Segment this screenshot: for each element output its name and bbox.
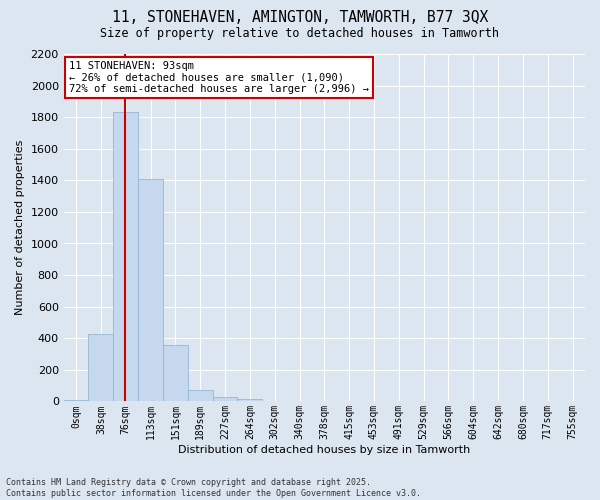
Y-axis label: Number of detached properties: Number of detached properties xyxy=(15,140,25,316)
Bar xyxy=(138,179,163,402)
Text: 11, STONEHAVEN, AMINGTON, TAMWORTH, B77 3QX: 11, STONEHAVEN, AMINGTON, TAMWORTH, B77 … xyxy=(112,10,488,25)
Text: Size of property relative to detached houses in Tamworth: Size of property relative to detached ho… xyxy=(101,28,499,40)
Bar xyxy=(88,334,113,402)
Bar xyxy=(64,400,88,402)
Bar xyxy=(212,396,238,402)
Bar xyxy=(188,390,212,402)
X-axis label: Distribution of detached houses by size in Tamworth: Distribution of detached houses by size … xyxy=(178,445,470,455)
Text: 11 STONEHAVEN: 93sqm
← 26% of detached houses are smaller (1,090)
72% of semi-de: 11 STONEHAVEN: 93sqm ← 26% of detached h… xyxy=(69,61,369,94)
Bar xyxy=(113,112,138,402)
Bar xyxy=(163,344,188,402)
Text: Contains HM Land Registry data © Crown copyright and database right 2025.
Contai: Contains HM Land Registry data © Crown c… xyxy=(6,478,421,498)
Bar xyxy=(238,399,262,402)
